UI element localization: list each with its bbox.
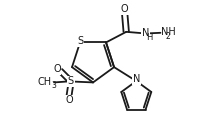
- Text: O: O: [121, 4, 128, 14]
- Text: 2: 2: [166, 32, 170, 41]
- Text: N: N: [133, 74, 140, 84]
- Text: O: O: [53, 64, 61, 74]
- Text: H: H: [147, 33, 153, 42]
- Text: NH: NH: [161, 27, 176, 37]
- Text: S: S: [68, 76, 74, 86]
- Text: S: S: [77, 36, 83, 47]
- Text: 3: 3: [52, 81, 56, 90]
- Text: CH: CH: [37, 77, 51, 87]
- Text: O: O: [65, 95, 73, 105]
- Text: N: N: [142, 28, 149, 38]
